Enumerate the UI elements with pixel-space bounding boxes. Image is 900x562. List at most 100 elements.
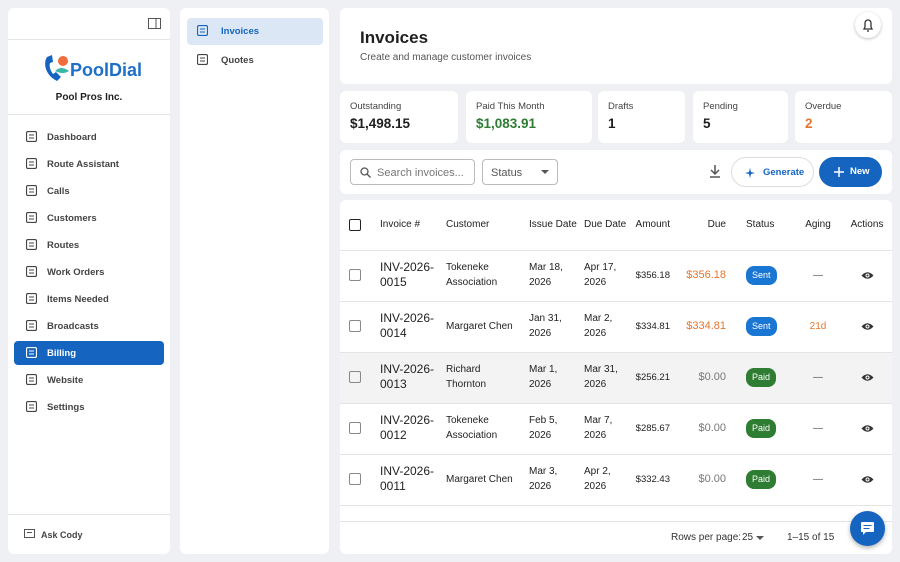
- chat-icon: [24, 529, 35, 538]
- row-divider: [340, 250, 892, 251]
- column-header: Due: [676, 200, 726, 250]
- table: Invoice # Customer Issue Date Due Date Amoun…: [340, 200, 892, 521]
- row-divider: [340, 454, 892, 455]
- nav-item[interactable]: Work Orders: [14, 260, 164, 284]
- cell-invoice: INV-2026-0011: [380, 454, 435, 504]
- stat-value: 5: [703, 116, 711, 131]
- column-header: Issue Date: [529, 200, 579, 250]
- subnav-item[interactable]: Invoices: [187, 18, 323, 45]
- cell-customer: Margaret Chen: [446, 301, 521, 351]
- cell-status: Sent: [746, 301, 786, 351]
- ask-cody[interactable]: Ask Cody: [41, 530, 83, 540]
- page-title: Invoices: [360, 28, 429, 47]
- page-subtitle: Create and manage customer invoices: [360, 52, 532, 63]
- cell-text: —: [813, 422, 823, 434]
- nav-item[interactable]: Customers: [14, 206, 164, 230]
- row-checkbox[interactable]: [349, 269, 361, 281]
- cell-amount: $332.43: [630, 454, 670, 504]
- sidebar: PoolDial Pool Pros Inc. Ask Cody: [8, 8, 170, 554]
- row-divider: [340, 505, 892, 506]
- nav-label: Route Assistant: [47, 158, 119, 170]
- toolbar: Search invoices... Status Generate New: [340, 150, 892, 194]
- cell-invoice: INV-2026-0012: [380, 403, 435, 453]
- column-header: Status: [746, 200, 786, 250]
- cell-text: $0.00: [698, 421, 726, 434]
- nav-label: Routes: [47, 239, 80, 251]
- nav-item[interactable]: Items Needed: [14, 287, 164, 311]
- subnav-item[interactable]: Quotes: [187, 47, 323, 74]
- select-all[interactable]: [349, 219, 361, 231]
- nav-item[interactable]: Settings: [14, 395, 164, 419]
- cell-status: Sent: [746, 250, 786, 300]
- nav-item[interactable]: Broadcasts: [14, 314, 164, 338]
- notifications[interactable]: [855, 12, 881, 38]
- collapse-icon[interactable]: [148, 18, 161, 29]
- stat-value: 1: [608, 116, 616, 131]
- cell-aging: —: [798, 454, 838, 504]
- cell-text: —: [813, 473, 823, 485]
- cell-text: Feb 5, 2026: [529, 415, 558, 441]
- row-divider: [340, 352, 892, 353]
- nav-label: Calls: [47, 185, 70, 197]
- logo-icon: [45, 55, 69, 81]
- cell-invoice: INV-2026: [380, 505, 435, 521]
- row-checkbox[interactable]: [349, 371, 361, 383]
- nav-label: Billing: [47, 347, 77, 359]
- chat-fab[interactable]: [850, 511, 885, 546]
- column-header-label: Aging: [805, 219, 831, 230]
- download[interactable]: [709, 165, 721, 179]
- cell-text: $0.00: [698, 472, 726, 485]
- cell-due: $0.00: [676, 403, 726, 453]
- table-card: Invoice # Customer Issue Date Due Date Amoun…: [340, 200, 892, 554]
- status-filter[interactable]: Status: [482, 159, 558, 185]
- cell-amount: $334.81: [630, 301, 670, 351]
- nav-item[interactable]: Calls: [14, 179, 164, 203]
- nav-item[interactable]: Billing: [14, 341, 164, 365]
- cell-text: Mar 31, 2026: [584, 364, 618, 390]
- view-action[interactable]: [848, 403, 886, 453]
- nav-item[interactable]: Dashboard: [14, 125, 164, 149]
- cell-text: $0.00: [698, 370, 726, 383]
- nav-label: Items Needed: [47, 293, 109, 305]
- nav-item[interactable]: Route Assistant: [14, 152, 164, 176]
- cell-customer: Tokeneke Association: [446, 403, 521, 453]
- search[interactable]: Search invoices...: [350, 159, 475, 185]
- view-action[interactable]: [848, 301, 886, 351]
- cell-invoice: INV-2026-0014: [380, 301, 435, 351]
- new-label: New: [850, 166, 870, 177]
- cell-due_date: Mar 14: [584, 505, 634, 521]
- cell-text: Margaret Chen: [446, 473, 513, 485]
- cell-status: Paid: [746, 352, 786, 402]
- nav-item[interactable]: Website: [14, 368, 164, 392]
- cell-text: INV-2026-0015: [380, 260, 435, 289]
- stat-card: Overdue 2: [795, 91, 892, 143]
- column-header-label: Issue Date: [529, 219, 577, 230]
- nav-item[interactable]: Routes: [14, 233, 164, 257]
- view-action[interactable]: [848, 454, 886, 504]
- column-header: Customer: [446, 200, 521, 250]
- generate-button[interactable]: Generate: [731, 157, 814, 187]
- stat-value: $1,083.91: [476, 116, 537, 131]
- stat-card: Pending 5: [693, 91, 788, 143]
- row-divider: [340, 301, 892, 302]
- column-header: Due Date: [584, 200, 634, 250]
- row-checkbox[interactable]: [349, 320, 361, 332]
- cell-text: $332.43: [635, 473, 670, 485]
- cell-text: $356.18: [686, 268, 726, 281]
- cell-text: $334.81: [635, 320, 670, 332]
- status-badge: Paid: [746, 418, 777, 438]
- cell-text: Tokeneke Association: [446, 415, 498, 441]
- stat-card: Paid This Month $1,083.91: [466, 91, 592, 143]
- column-header-label: Due: [707, 219, 726, 230]
- rows-per-page-value[interactable]: 25: [742, 532, 754, 543]
- cell-due_date: Apr 2, 2026: [584, 454, 634, 504]
- row-checkbox[interactable]: [349, 473, 361, 485]
- view-action[interactable]: [848, 352, 886, 402]
- view-action[interactable]: [848, 250, 886, 300]
- column-header: Aging: [798, 200, 838, 250]
- stat-label: Outstanding: [350, 101, 402, 112]
- search-placeholder: Search invoices...: [377, 167, 464, 179]
- cell-text: Mar 3, 2026: [529, 466, 558, 492]
- row-checkbox[interactable]: [349, 422, 361, 434]
- new-button[interactable]: New: [819, 157, 882, 187]
